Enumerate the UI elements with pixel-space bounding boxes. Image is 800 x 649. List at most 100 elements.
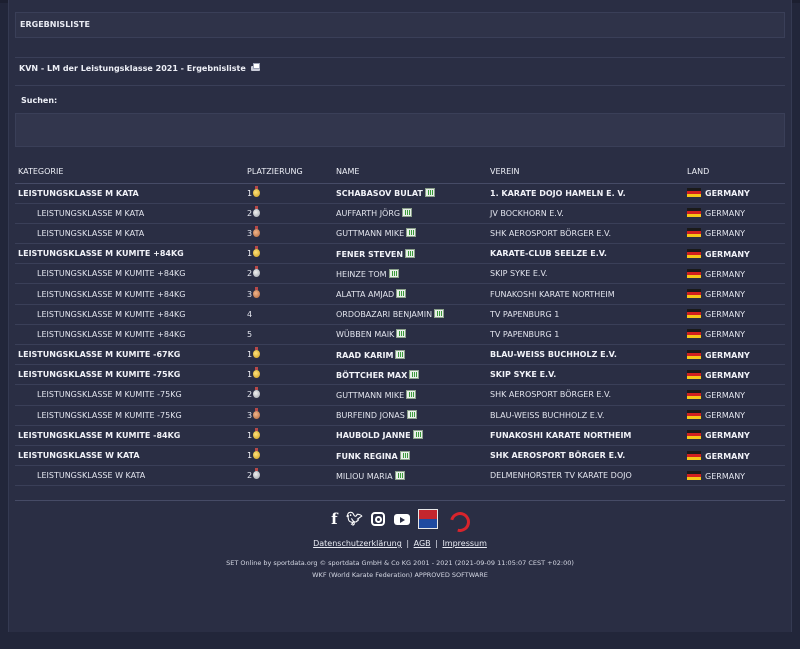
statistics-icon[interactable] (406, 410, 417, 420)
placement-cell: 1 (244, 243, 333, 265)
youtube-icon[interactable] (393, 513, 410, 525)
country-name: GERMANY (705, 370, 750, 380)
category-cell: LEISTUNGSKLASSE W KATA (15, 465, 244, 487)
statistics-icon[interactable] (399, 450, 410, 460)
country-cell: GERMANY (684, 243, 785, 265)
silver-medal-icon (253, 205, 261, 217)
instagram-icon[interactable] (371, 512, 386, 526)
germany-flag-icon (687, 289, 701, 299)
statistics-icon[interactable] (409, 369, 420, 379)
category-cell: LEISTUNGSKLASSE M KUMITE +84KG (15, 324, 244, 346)
country-cell: GERMANY (684, 304, 785, 325)
placement-cell: 4 (244, 304, 333, 325)
agb-link[interactable]: AGB (413, 539, 431, 548)
column-header-category[interactable]: KATEGORIE (15, 160, 244, 184)
placement-cell: 2 (244, 203, 333, 224)
country-cell: GERMANY (684, 223, 785, 245)
club-cell: TV PAPENBURG 1 (487, 304, 684, 325)
club-cell: FUNAKOSHI KARATE NORTHEIM (487, 425, 684, 446)
impressum-link[interactable]: Impressum (442, 539, 487, 548)
athlete-name: HAUBOLD JANNE (336, 431, 411, 441)
athlete-name-cell: RAAD KARIM (333, 344, 487, 366)
athlete-name-cell: WÜBBEN MAIK (333, 324, 487, 346)
club-cell: SKIP SYKE E.V. (487, 263, 684, 285)
germany-flag-icon (687, 470, 701, 480)
placement-value: 2 (247, 269, 253, 279)
search-label: Suchen: (21, 96, 58, 105)
placement-value: 1 (247, 370, 253, 380)
placement-value: 5 (247, 329, 253, 339)
gold-medal-icon (253, 427, 261, 439)
statistics-icon[interactable] (396, 289, 407, 299)
table-row: LEISTUNGSKLASSE M KUMITE -75KG 2 GUTTMANN … (15, 384, 785, 406)
placement-value: 2 (247, 471, 253, 481)
statistics-icon[interactable] (395, 349, 406, 359)
column-header-club[interactable]: VEREIN (487, 160, 684, 184)
placement-cell: 2 (244, 465, 333, 487)
statistics-icon[interactable] (402, 208, 413, 218)
club-cell: SHK AEROSPORT BÖRGER E.V. (487, 384, 684, 406)
column-header-placement[interactable]: PLATZIERUNG (244, 160, 333, 184)
divider (15, 85, 785, 86)
athlete-name: SCHABASOV BULAT (336, 189, 423, 199)
club-cell: BLAU-WEISS BUCHHOLZ E.V. (487, 344, 684, 366)
silver-medal-icon (253, 387, 261, 399)
wkf-approval-text: WKF (World Karate Federation) APPROVED S… (312, 571, 488, 579)
placement-value: 1 (247, 451, 253, 461)
statistics-icon[interactable] (388, 268, 399, 278)
privacy-link[interactable]: Datenschutzerklärung (313, 539, 402, 548)
country-cell: GERMANY (684, 425, 785, 446)
placement-value: 1 (247, 188, 253, 198)
athlete-name: BURFEIND JONAS (336, 411, 405, 421)
twitter-icon[interactable]: 🐦︎ (346, 511, 363, 527)
statistics-icon[interactable] (394, 470, 405, 480)
category-cell: LEISTUNGSKLASSE M KUMITE -75KG (15, 364, 244, 386)
table-row: LEISTUNGSKLASSE M KATA 3 GUTTMANN MIKE SHK … (15, 223, 785, 245)
column-header-name[interactable]: NAME (333, 160, 487, 184)
country-name: GERMANY (705, 290, 746, 300)
club-cell: SHK AEROSPORT BÖRGER E.V. (487, 223, 684, 245)
wkf-logo[interactable] (447, 509, 469, 529)
statistics-icon[interactable] (434, 309, 445, 319)
placement-cell: 3 (244, 223, 333, 245)
silver-medal-icon (253, 468, 261, 480)
club-cell: SHK AEROSPORT BÖRGER E.V. (487, 445, 684, 467)
statistics-icon[interactable] (405, 248, 416, 258)
table-row: LEISTUNGSKLASSE M KUMITE -84KG 1 HAUBOLD J… (15, 425, 785, 446)
category-cell: LEISTUNGSKLASSE M KUMITE -75KG (15, 384, 244, 406)
athlete-name: FENER STEVEN (336, 249, 404, 259)
category-cell: LEISTUNGSKLASSE M KUMITE +84KG (15, 304, 244, 325)
table-row: LEISTUNGSKLASSE M KUMITE -75KG 1 BÖTTCHER … (15, 364, 785, 386)
germany-flag-icon (687, 349, 701, 359)
placement-value: 1 (247, 249, 253, 259)
statistics-icon[interactable] (406, 389, 417, 399)
sportdata-logo[interactable] (418, 509, 439, 529)
statistics-icon[interactable] (396, 329, 407, 339)
club-cell: TV PAPENBURG 1 (487, 324, 684, 346)
country-name: GERMANY (705, 269, 746, 279)
athlete-name-cell: BÖTTCHER MAX (333, 364, 487, 386)
germany-flag-icon (687, 389, 701, 399)
country-cell: GERMANY (684, 183, 785, 204)
facebook-icon[interactable]: f (331, 510, 338, 528)
athlete-name: RAAD KARIM (336, 350, 394, 360)
social-icons: f 🐦︎ (15, 509, 785, 529)
athlete-name: FUNK REGINA (336, 451, 398, 461)
statistics-icon[interactable] (412, 430, 423, 440)
germany-flag-icon (687, 430, 701, 440)
divider (15, 57, 785, 58)
statistics-icon[interactable] (406, 228, 417, 238)
table-row: LEISTUNGSKLASSE M KUMITE -75KG 3 BURFEIND … (15, 405, 785, 426)
placement-value: 4 (247, 309, 253, 319)
bronze-medal-icon (253, 225, 261, 237)
column-header-country[interactable]: LAND (684, 160, 785, 184)
germany-flag-icon (687, 248, 701, 258)
search-area[interactable] (15, 113, 785, 147)
country-name: GERMANY (705, 411, 746, 421)
placement-cell: 1 (244, 364, 333, 386)
statistics-icon[interactable] (424, 188, 435, 198)
country-cell: GERMANY (684, 364, 785, 386)
print-icon[interactable] (250, 63, 260, 73)
country-name: GERMANY (705, 209, 746, 219)
country-name: GERMANY (705, 431, 750, 441)
